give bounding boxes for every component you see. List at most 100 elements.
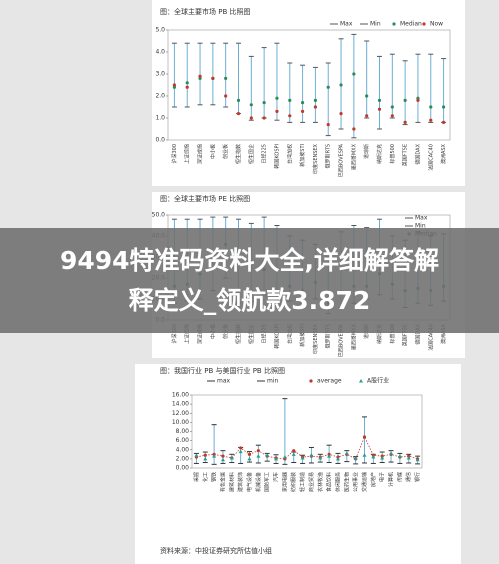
marker (403, 120, 407, 124)
y-tick-label: 4.0 (155, 49, 165, 56)
y-tick-label: 16.00 (172, 392, 189, 399)
marker (339, 83, 343, 87)
marker (352, 127, 356, 131)
marker (292, 449, 296, 453)
legend-swatch (359, 379, 363, 383)
y-tick-label: 2.0 (155, 93, 165, 100)
x-tick-label: 英国FTSE (402, 324, 409, 346)
marker (249, 116, 253, 120)
marker (416, 98, 420, 102)
marker (335, 456, 340, 461)
marker (262, 116, 266, 120)
banner-text: 9494特准码资料大全,详细解答解释定义_领航款3.872 (59, 245, 440, 315)
marker (198, 76, 202, 80)
x-tick-label: 巴西BOVESPA (339, 323, 345, 357)
marker (429, 105, 433, 109)
marker (172, 85, 177, 89)
x-tick-label: 印度SENSEX (312, 143, 319, 173)
marker (406, 455, 411, 460)
marker (238, 449, 243, 454)
plot-frame (167, 29, 451, 141)
marker (344, 451, 349, 455)
x-tick-label: 德国DAX (414, 323, 421, 344)
legend-label: max (217, 378, 231, 385)
x-tick-label: 俄罗斯RTS (325, 324, 332, 348)
y-tick-label: 10.00 (172, 419, 189, 426)
marker (224, 94, 228, 98)
marker (221, 454, 225, 458)
marker (236, 98, 241, 102)
marker (198, 74, 202, 78)
marker (380, 455, 385, 460)
marker (318, 455, 323, 460)
x-tick-label: 化工 (202, 472, 209, 482)
legend-swatch (422, 22, 426, 26)
marker (275, 109, 279, 113)
x-tick-label: 建筑装饰 (237, 472, 244, 492)
marker (365, 114, 369, 118)
marker (247, 452, 252, 456)
legend-label: Min (415, 223, 426, 230)
x-tick-label: 深证成指 (197, 144, 204, 164)
marker (256, 454, 261, 458)
marker (247, 456, 252, 461)
x-tick-label: 钢铁 (211, 472, 218, 482)
marker (239, 446, 243, 450)
x-tick-label: 中小板 (209, 144, 216, 159)
marker (229, 455, 234, 460)
marker (288, 114, 292, 118)
x-tick-label: 机械设备 (255, 472, 262, 492)
legend-label: min (267, 378, 279, 385)
x-tick-label: 巴西BOVESPA (339, 143, 345, 177)
marker (352, 72, 356, 76)
x-tick-label: 银行 (414, 472, 421, 482)
marker (362, 453, 367, 457)
y-tick-label: 6.00 (176, 437, 190, 444)
marker (353, 456, 358, 460)
marker (403, 98, 407, 102)
x-tick-label: 墨西哥MXX (351, 323, 357, 350)
x-tick-label: 建筑材料 (228, 472, 235, 492)
legend-label: Min (370, 21, 381, 28)
marker (339, 112, 343, 116)
marker (262, 101, 266, 105)
marker (309, 453, 314, 457)
marker (203, 453, 207, 457)
y-tick-label: 3.0 (155, 71, 165, 78)
chart-title: 图：我国行业 PB 与美国行业 PB 比照图 (160, 366, 285, 375)
x-tick-label: 日经225 (261, 324, 268, 344)
marker (291, 452, 296, 456)
x-tick-label: 德国DAX (414, 143, 421, 164)
x-tick-label: 沪深300 (171, 144, 178, 164)
marker (441, 105, 446, 109)
marker (185, 81, 189, 85)
y-tick-label: 2.00 (176, 455, 190, 462)
marker (362, 435, 367, 439)
y-tick-label: 12.00 (172, 410, 189, 417)
marker (371, 455, 376, 459)
marker (390, 114, 394, 118)
x-tick-label: 通信 (405, 472, 412, 482)
legend: Max Min Median Now (330, 21, 443, 28)
marker (249, 103, 253, 107)
x-tick-label: 道琼斯 (363, 144, 370, 159)
banner: 9494特准码资料大全,详细解答解释定义_领航款3.872 (0, 228, 499, 333)
legend-label: Max (340, 21, 353, 28)
y-tick-label: 50.0 (152, 212, 166, 219)
marker (416, 96, 420, 100)
marker (389, 451, 394, 455)
x-tick-label: 英国FTSE (402, 144, 409, 166)
x-tick-label: 俄罗斯RTS (325, 144, 332, 168)
legend-label: Now (430, 21, 443, 28)
marker (326, 123, 330, 127)
x-tick-label: 深证成指 (197, 324, 204, 344)
marker (194, 453, 199, 457)
marker (265, 453, 270, 457)
marker (300, 455, 305, 460)
marker (274, 456, 279, 461)
x-tick-label: 恒生指数 (235, 324, 242, 344)
x-tick-label: 日经225 (261, 144, 268, 164)
legend-label: A股行业 (367, 377, 389, 385)
marker (441, 120, 446, 124)
